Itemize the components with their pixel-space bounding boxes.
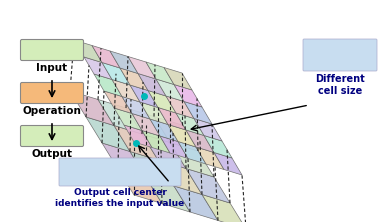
Polygon shape bbox=[130, 85, 158, 107]
Polygon shape bbox=[92, 46, 120, 68]
Polygon shape bbox=[170, 143, 214, 177]
Polygon shape bbox=[94, 74, 122, 97]
Text: Output: Output bbox=[31, 149, 73, 159]
Polygon shape bbox=[150, 119, 178, 141]
Text: Operation: Operation bbox=[23, 106, 81, 116]
Polygon shape bbox=[148, 91, 176, 113]
Text: Output cell center
identifies the input value: Output cell center identifies the input … bbox=[55, 188, 185, 208]
Polygon shape bbox=[104, 91, 132, 113]
Polygon shape bbox=[86, 117, 130, 151]
Text: Input: Input bbox=[36, 63, 68, 73]
Polygon shape bbox=[84, 57, 112, 79]
Polygon shape bbox=[138, 73, 166, 96]
Polygon shape bbox=[118, 169, 162, 204]
Polygon shape bbox=[184, 101, 212, 124]
Polygon shape bbox=[70, 91, 114, 125]
FancyBboxPatch shape bbox=[21, 83, 83, 103]
Polygon shape bbox=[196, 147, 224, 170]
FancyBboxPatch shape bbox=[303, 39, 377, 71]
Polygon shape bbox=[174, 186, 218, 220]
Polygon shape bbox=[158, 160, 202, 194]
Polygon shape bbox=[140, 102, 168, 125]
Polygon shape bbox=[102, 63, 130, 85]
Polygon shape bbox=[112, 79, 140, 102]
Polygon shape bbox=[160, 136, 188, 159]
Polygon shape bbox=[202, 194, 246, 222]
FancyBboxPatch shape bbox=[59, 158, 181, 186]
Polygon shape bbox=[110, 51, 138, 73]
FancyBboxPatch shape bbox=[21, 125, 83, 147]
Polygon shape bbox=[120, 68, 148, 91]
Polygon shape bbox=[178, 141, 206, 164]
Polygon shape bbox=[166, 96, 194, 119]
Polygon shape bbox=[98, 99, 142, 134]
Polygon shape bbox=[132, 113, 160, 136]
Polygon shape bbox=[130, 151, 174, 186]
Polygon shape bbox=[154, 117, 198, 151]
Polygon shape bbox=[102, 143, 146, 178]
Polygon shape bbox=[126, 108, 170, 143]
Polygon shape bbox=[164, 67, 192, 90]
Polygon shape bbox=[124, 125, 152, 147]
Polygon shape bbox=[142, 131, 170, 153]
Polygon shape bbox=[74, 40, 102, 63]
Polygon shape bbox=[194, 119, 222, 141]
Polygon shape bbox=[146, 62, 174, 85]
Polygon shape bbox=[114, 125, 158, 160]
Polygon shape bbox=[122, 97, 150, 119]
Polygon shape bbox=[128, 57, 156, 79]
Polygon shape bbox=[186, 168, 230, 203]
Polygon shape bbox=[158, 107, 186, 130]
Polygon shape bbox=[156, 79, 184, 101]
Polygon shape bbox=[146, 178, 190, 212]
FancyBboxPatch shape bbox=[21, 40, 83, 61]
Polygon shape bbox=[176, 113, 204, 135]
Text: Different
cell size: Different cell size bbox=[315, 74, 365, 96]
Polygon shape bbox=[186, 130, 214, 153]
Polygon shape bbox=[114, 108, 142, 131]
Polygon shape bbox=[174, 85, 202, 107]
Polygon shape bbox=[214, 153, 242, 175]
Polygon shape bbox=[168, 125, 196, 147]
Polygon shape bbox=[204, 135, 232, 158]
Polygon shape bbox=[142, 134, 186, 168]
